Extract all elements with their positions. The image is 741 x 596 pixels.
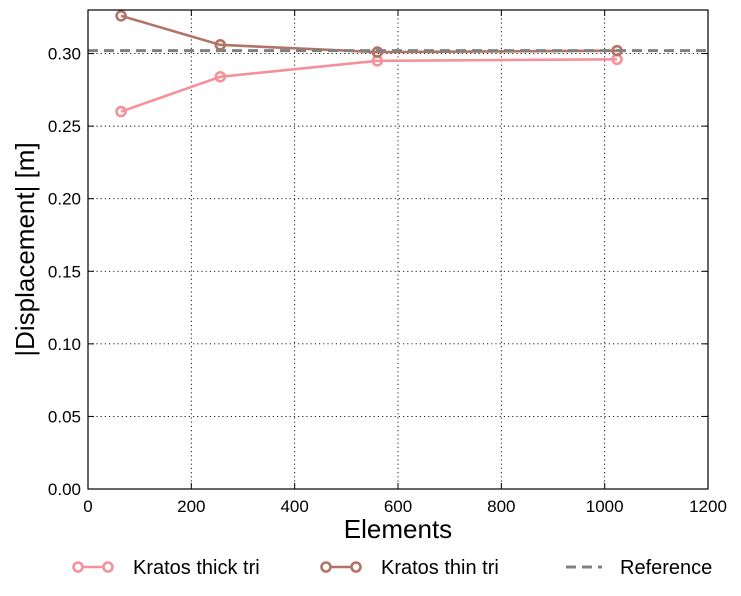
legend-marker-kratos-thin-tri [320,561,332,573]
x-tick-label: 1000 [586,497,624,516]
kratos-thin-tri-point [115,10,127,22]
series-layer [88,10,708,118]
y-tick-label: 0.00 [48,480,81,499]
x-tick-label: 200 [177,497,205,516]
legend: Kratos thick tri Kratos thin tri Reference [72,557,712,579]
x-tick-label: 400 [280,497,308,516]
y-tick-label: 0.20 [48,190,81,209]
y-tick-label: 0.25 [48,117,81,136]
legend-marker-kratos-thin-tri [350,561,362,573]
x-tick-label: 800 [487,497,515,516]
x-tick-label: 1200 [689,497,727,516]
legend-marker-kratos-thick-tri [72,561,84,573]
x-axis-title: Elements [344,514,452,544]
legend-label-reference: Reference [620,557,712,579]
x-tick-label: 0 [83,497,92,516]
kratos-thin-tri-line [120,14,618,54]
x-tick-label: 600 [384,497,412,516]
kratos-thick-tri-point [115,105,127,118]
y-tick-label: 0.15 [48,262,81,281]
legend-label-kratos-thin-tri: Kratos thin tri [381,557,499,579]
y-axis-title: |Displacement| [m] [10,142,40,356]
y-tick-label: 0.05 [48,407,81,426]
ticks: 0 200 400 600 800 1000 1200 0.00 0.05 0.10 0.15 0.2… [48,10,727,516]
grid [88,10,708,489]
y-tick-label: 0.30 [48,45,81,64]
y-tick-label: 0.10 [48,335,81,354]
kratos-thick-tri-point [214,70,227,83]
legend-marker-kratos-thick-tri [102,561,114,573]
kratos-thick-tri-line [120,58,618,113]
legend-label-kratos-thick-tri: Kratos thick tri [133,557,260,579]
